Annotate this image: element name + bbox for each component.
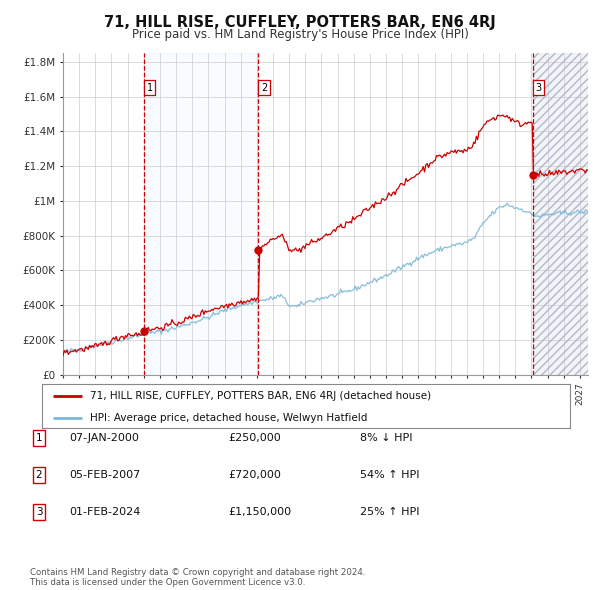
Text: 07-JAN-2000: 07-JAN-2000: [69, 433, 139, 442]
Text: 01-FEB-2024: 01-FEB-2024: [69, 507, 140, 517]
Bar: [145, 53, 259, 375]
Text: £720,000: £720,000: [228, 470, 281, 480]
Text: HPI: Average price, detached house, Welwyn Hatfield: HPI: Average price, detached house, Welw…: [89, 413, 367, 423]
Text: 2: 2: [261, 83, 267, 93]
Text: 3: 3: [35, 507, 43, 517]
Text: 8% ↓ HPI: 8% ↓ HPI: [360, 433, 413, 442]
Text: 71, HILL RISE, CUFFLEY, POTTERS BAR, EN6 4RJ: 71, HILL RISE, CUFFLEY, POTTERS BAR, EN6…: [104, 15, 496, 30]
Text: 54% ↑ HPI: 54% ↑ HPI: [360, 470, 419, 480]
Text: 71, HILL RISE, CUFFLEY, POTTERS BAR, EN6 4RJ (detached house): 71, HILL RISE, CUFFLEY, POTTERS BAR, EN6…: [89, 391, 431, 401]
Bar: [533, 53, 588, 375]
Text: 1: 1: [147, 83, 153, 93]
Text: 3: 3: [535, 83, 541, 93]
Text: 1: 1: [35, 433, 43, 442]
Text: £250,000: £250,000: [228, 433, 281, 442]
Text: Price paid vs. HM Land Registry's House Price Index (HPI): Price paid vs. HM Land Registry's House …: [131, 28, 469, 41]
Text: 25% ↑ HPI: 25% ↑ HPI: [360, 507, 419, 517]
Text: Contains HM Land Registry data © Crown copyright and database right 2024.
This d: Contains HM Land Registry data © Crown c…: [30, 568, 365, 587]
Bar: [533, 53, 588, 375]
Text: 05-FEB-2007: 05-FEB-2007: [69, 470, 140, 480]
Text: £1,150,000: £1,150,000: [228, 507, 291, 517]
Text: 2: 2: [35, 470, 43, 480]
